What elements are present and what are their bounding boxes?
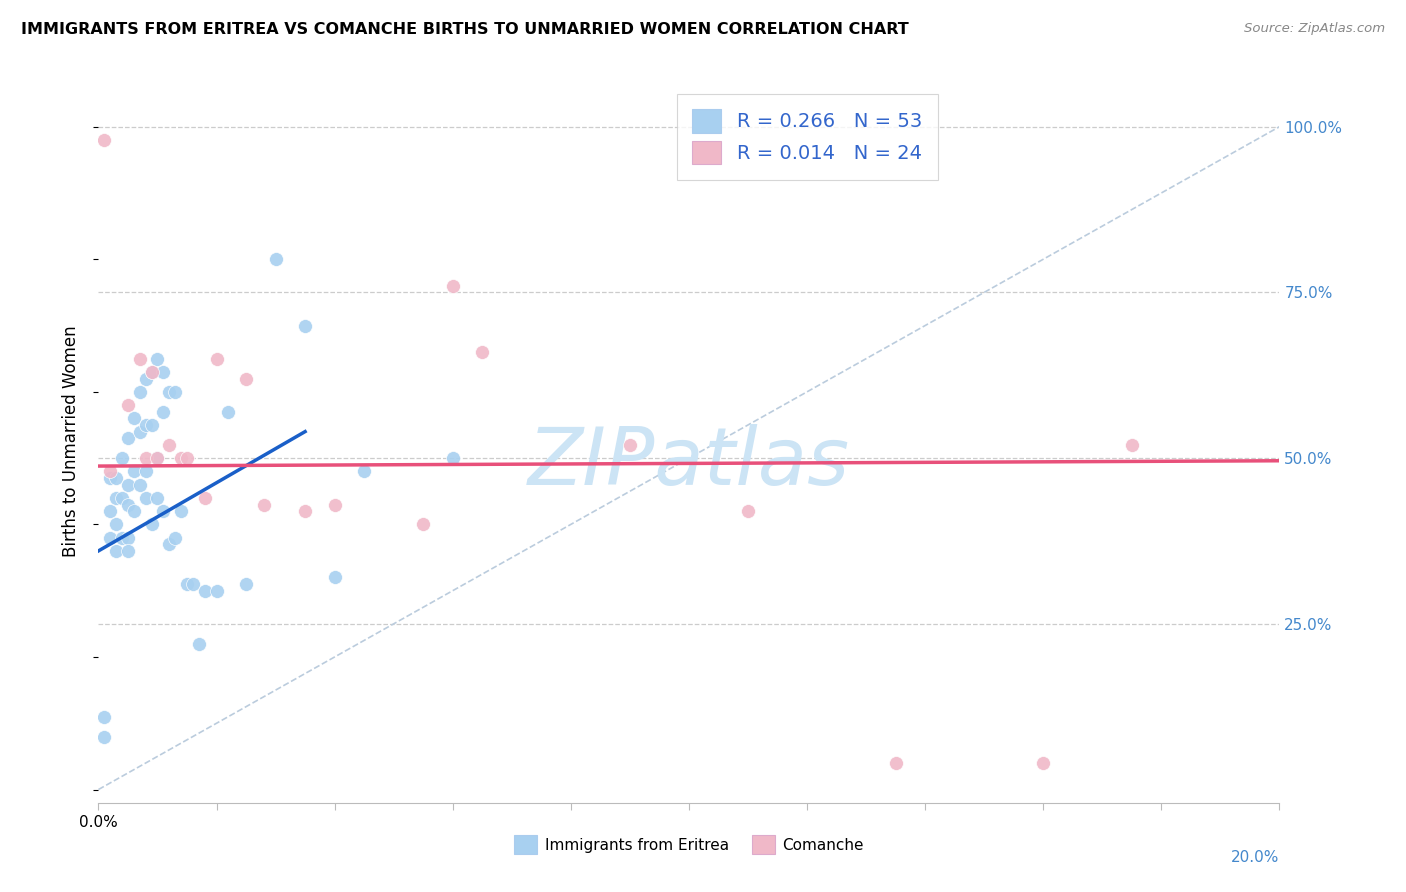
Point (141, 365, 163, 379)
Text: 20.0%: 20.0% (1232, 850, 1279, 864)
Point (187, 637, 209, 651)
Point (253, 498, 276, 512)
Point (235, 577, 257, 591)
Point (1032, 756, 1054, 770)
Point (205, 351, 228, 366)
Point (105, 544, 128, 558)
Point (619, 438, 641, 452)
Point (105, 471, 128, 485)
Point (141, 517, 163, 532)
Point (205, 583, 228, 598)
Point (128, 477, 150, 491)
Point (117, 477, 139, 491)
Point (323, 570, 346, 584)
Point (98, 504, 121, 518)
Point (141, 365, 163, 379)
Point (264, 252, 287, 267)
Point (176, 451, 198, 466)
Point (170, 504, 193, 518)
Point (111, 531, 134, 545)
Point (98, 464, 121, 478)
Point (93, 709, 115, 723)
Point (194, 491, 217, 505)
Point (181, 577, 204, 591)
Point (146, 451, 169, 466)
Point (105, 517, 128, 532)
Point (135, 491, 157, 505)
Point (152, 405, 174, 419)
Point (412, 517, 434, 532)
Point (146, 451, 169, 466)
Point (146, 351, 169, 366)
Point (353, 464, 375, 478)
Point (135, 371, 157, 385)
Point (294, 504, 316, 518)
Text: IMMIGRANTS FROM ERITREA VS COMANCHE BIRTHS TO UNMARRIED WOMEN CORRELATION CHART: IMMIGRANTS FROM ERITREA VS COMANCHE BIRT… (21, 22, 908, 37)
Point (117, 498, 139, 512)
Point (170, 451, 193, 466)
Point (128, 351, 150, 366)
Point (194, 583, 217, 598)
Point (98, 531, 121, 545)
Point (105, 491, 128, 505)
Point (122, 464, 145, 478)
Point (128, 425, 150, 439)
Point (117, 544, 139, 558)
Point (135, 451, 157, 466)
Point (122, 504, 145, 518)
Point (217, 405, 239, 419)
Point (323, 498, 346, 512)
Point (165, 384, 187, 399)
Point (93, 730, 115, 744)
Point (98, 471, 121, 485)
Point (176, 577, 198, 591)
Point (165, 531, 187, 545)
Point (152, 504, 174, 518)
Point (1121, 438, 1143, 452)
Text: Source: ZipAtlas.com: Source: ZipAtlas.com (1244, 22, 1385, 36)
Point (117, 431, 139, 445)
Point (294, 318, 316, 333)
Point (152, 365, 174, 379)
Point (93, 133, 115, 147)
Point (157, 438, 180, 452)
Point (884, 756, 907, 770)
Point (135, 464, 157, 478)
Point (117, 398, 139, 412)
Point (111, 451, 134, 466)
Legend: Immigrants from Eritrea, Comanche: Immigrants from Eritrea, Comanche (508, 830, 870, 860)
Point (441, 278, 464, 293)
Point (117, 531, 139, 545)
Point (111, 491, 134, 505)
Point (737, 504, 759, 518)
Point (135, 417, 157, 432)
Point (157, 384, 180, 399)
Point (157, 537, 180, 551)
Y-axis label: Births to Unmarried Women: Births to Unmarried Women (62, 326, 80, 558)
Point (471, 345, 494, 359)
Text: ZIPatlas: ZIPatlas (527, 425, 851, 502)
Point (146, 491, 169, 505)
Point (141, 417, 163, 432)
Point (128, 384, 150, 399)
Point (122, 411, 145, 425)
Point (235, 371, 257, 385)
Point (441, 451, 464, 466)
